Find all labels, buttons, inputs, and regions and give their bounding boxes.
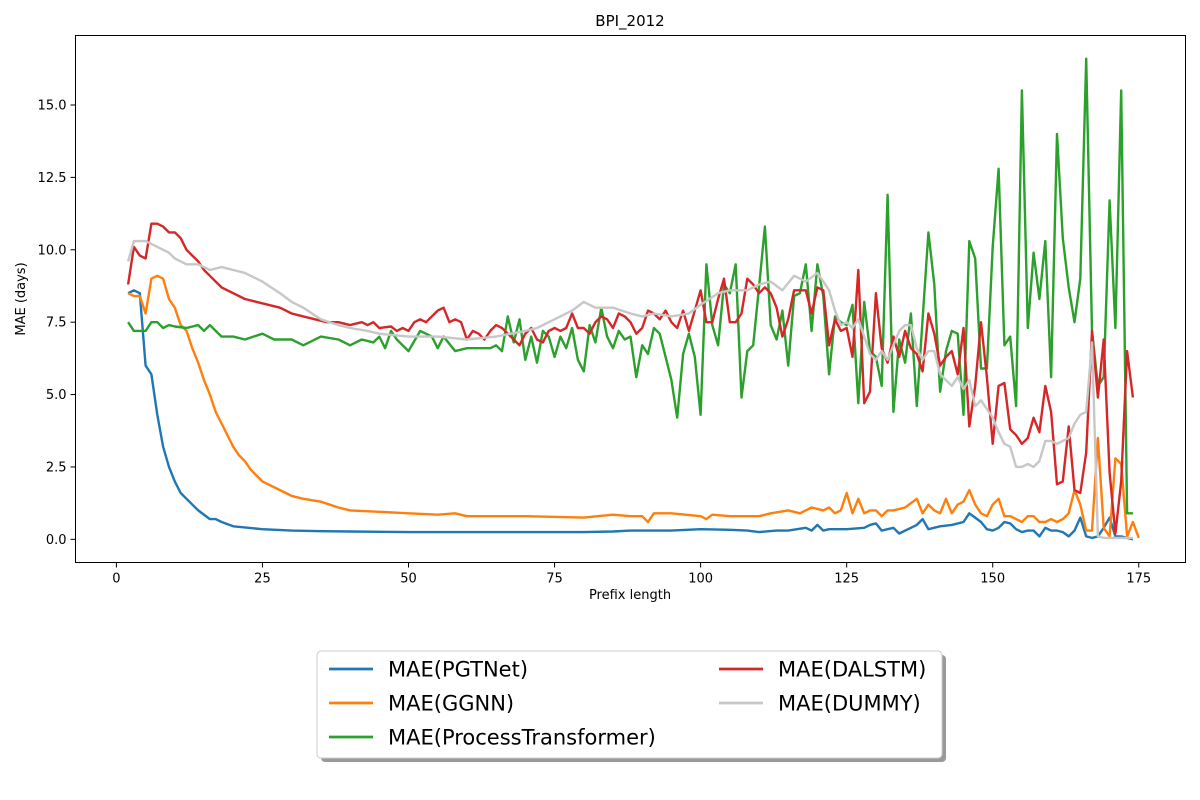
legend: MAE(PGTNet) MAE(GGNN) MAE(ProcessTransform…: [316, 650, 946, 762]
x-tick-label: 125: [834, 572, 859, 587]
y-tick-label: 15.0: [38, 98, 67, 113]
x-tick-label: 175: [1126, 572, 1151, 587]
x-tick-label: 150: [980, 572, 1005, 587]
chart-title: BPI_2012: [595, 12, 664, 31]
x-tick-label: 0: [112, 572, 120, 587]
legend-label: MAE(GGNN): [388, 692, 514, 716]
legend-label: MAE(PGTNet): [388, 658, 528, 682]
y-tick-label: 5.0: [46, 388, 67, 403]
legend-box: [316, 650, 943, 759]
series-line-2: [127, 274, 1140, 539]
series-line-1: [127, 289, 1134, 541]
y-tick-label: 10.0: [38, 243, 67, 258]
series-line-3: [127, 57, 1133, 515]
y-tick-label: 12.5: [38, 171, 67, 186]
x-axis-label: Prefix length: [589, 588, 671, 603]
legend-label: MAE(DALSTM): [778, 658, 926, 682]
y-axis-label: MAE (days): [14, 262, 29, 335]
y-tick-label: 7.5: [46, 316, 67, 331]
y-tick-label: 2.5: [46, 460, 67, 475]
x-tick-label: 25: [254, 572, 271, 587]
series-line-5: [126, 239, 1133, 540]
x-tick-label: 75: [546, 572, 563, 587]
x-axis: 0 25 50 75 100 125 150 175: [112, 562, 1151, 587]
x-tick-label: 100: [688, 572, 713, 587]
plot-lines: [126, 57, 1140, 541]
legend-label: MAE(ProcessTransformer): [388, 726, 656, 750]
x-tick-label: 50: [400, 572, 417, 587]
legend-label: MAE(DUMMY): [778, 692, 921, 716]
series-line-4: [126, 222, 1135, 535]
y-tick-label: 0.0: [46, 533, 67, 548]
plot-frame: [75, 35, 1186, 563]
y-axis: 0.0 2.5 5.0 7.5 10.0 12.5 15.0: [38, 98, 76, 548]
